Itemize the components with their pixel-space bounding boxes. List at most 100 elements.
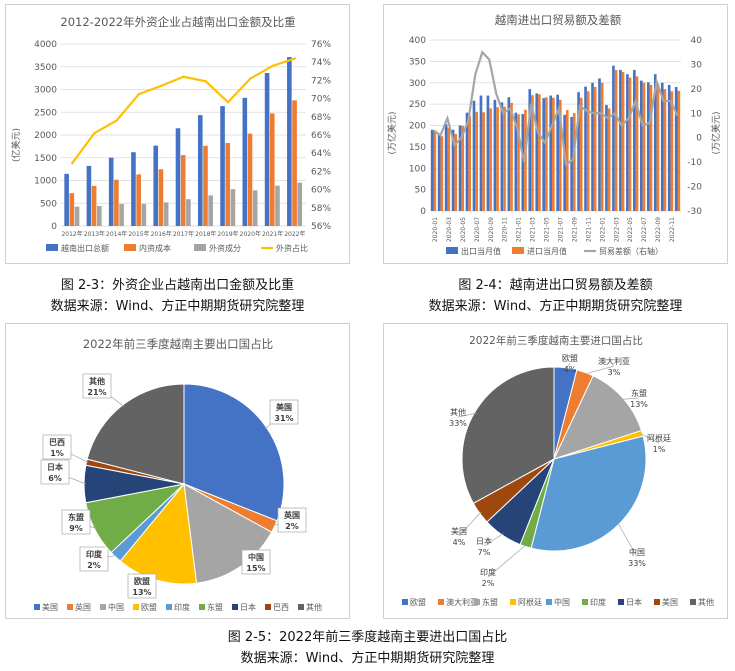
y2-tick-label: -10 xyxy=(687,158,702,168)
caption-source: 数据来源：Wind、方正中期期货研究院整理 xyxy=(240,651,495,666)
bar-内资成本 xyxy=(180,155,186,226)
x-tick-label: 2014年 xyxy=(106,230,127,238)
y-tick-label: 3500 xyxy=(34,63,57,73)
x-tick-label: 2018年 xyxy=(195,230,216,238)
label-box xyxy=(40,459,70,485)
bar-import xyxy=(510,102,513,211)
legend-label: 阿根廷 xyxy=(518,597,542,607)
legend-label: 美国 xyxy=(662,597,678,607)
bar-内资成本 xyxy=(225,142,231,226)
y2-tick-label: 30 xyxy=(691,60,703,70)
caption-source: 数据来源：Wind、方正中期期货研究院整理 xyxy=(50,299,305,314)
y-tick-label: 350 xyxy=(409,57,426,67)
bar-import xyxy=(614,69,618,211)
slice-label-name: 日本 xyxy=(47,462,63,472)
legend-swatch xyxy=(402,599,408,605)
bar-export xyxy=(535,93,539,211)
slice-label-name: 印度 xyxy=(86,549,103,559)
y-tick-label: 150 xyxy=(409,143,426,153)
slice-东盟 xyxy=(553,375,643,460)
bar-内资成本 xyxy=(91,185,97,226)
leader-line xyxy=(617,522,638,558)
y2-tick-label: 72% xyxy=(311,76,331,86)
x-tick-label: 2012年 xyxy=(61,230,82,238)
legend-label: 其他 xyxy=(698,597,714,607)
x-tick-label: 2020-07 xyxy=(474,217,481,242)
bar-外资成分 xyxy=(230,189,236,226)
bar-import xyxy=(628,77,632,212)
slice-label-value: 33% xyxy=(628,559,646,568)
bar-外资成分 xyxy=(74,206,80,226)
slice-label-value: 2% xyxy=(482,579,495,588)
bar-import xyxy=(531,95,534,211)
legend-label: 东盟 xyxy=(207,602,223,612)
y-tick-label: 0 xyxy=(51,222,57,232)
bar-export xyxy=(549,95,553,211)
bar-import xyxy=(565,110,569,211)
slice-label-name: 其他 xyxy=(89,376,105,386)
slice-label-value: 15% xyxy=(246,564,265,573)
bar-export xyxy=(660,82,664,211)
slice-label-name: 中国 xyxy=(629,547,645,557)
x-tick-label: 2016年 xyxy=(151,230,172,238)
label-box xyxy=(42,434,72,460)
bar-export xyxy=(451,129,455,211)
bar-export xyxy=(570,116,573,211)
x-tick-label: 2021-07 xyxy=(557,217,564,242)
legend-swatch xyxy=(582,599,588,605)
slice-label-value: 1% xyxy=(653,445,666,454)
bar-import xyxy=(552,97,555,211)
bar-import xyxy=(468,116,471,211)
bar-import xyxy=(433,130,437,211)
legend-swatch xyxy=(232,604,238,610)
y-axis-label: (万亿美元) xyxy=(386,111,398,154)
label-box xyxy=(61,509,91,535)
bar-越南出口总额 xyxy=(197,115,203,226)
slice-label-name: 东盟 xyxy=(631,388,647,398)
chart-title: 2022年前三季度越南主要进口国占比 xyxy=(469,334,643,347)
slice-label-name: 印度 xyxy=(480,567,496,577)
legend-swatch xyxy=(133,604,139,610)
leader-line xyxy=(565,362,571,370)
slice-label-name: 欧盟 xyxy=(134,576,150,586)
slice-label-value: 21% xyxy=(87,388,106,397)
x-tick-label: 2013年 xyxy=(84,230,105,238)
x-tick-label: 2022年 xyxy=(284,230,305,238)
bar-import xyxy=(461,125,465,211)
slice-label-value: 3% xyxy=(608,368,621,377)
point-外资占比 xyxy=(70,162,74,165)
bar-export xyxy=(472,100,476,211)
leader-line xyxy=(458,511,482,537)
x-tick-label: 2021-05 xyxy=(544,217,551,242)
bar-外资成分 xyxy=(163,202,169,226)
y-tick-label: 200 xyxy=(409,122,426,132)
bar-export xyxy=(542,98,546,211)
y-axis-label: (亿美元) xyxy=(10,128,22,162)
point-外资占比 xyxy=(293,57,297,60)
bar-export xyxy=(577,92,580,211)
bar-import xyxy=(475,111,478,211)
legend-label: 中国 xyxy=(108,602,124,612)
legend-label: 外资成分 xyxy=(209,243,241,253)
bar-越南出口总额 xyxy=(108,157,114,226)
bar-export xyxy=(465,112,469,211)
slice-label-name: 美国 xyxy=(451,526,467,536)
label-box xyxy=(79,546,109,572)
bar-export xyxy=(605,104,608,211)
bar-import xyxy=(586,91,590,211)
bar-import xyxy=(496,107,499,211)
caption-title: 图 2-5：2022年前三季度越南主要进出口国占比 xyxy=(227,630,508,645)
legend-swatch xyxy=(474,599,480,605)
bar-外资成分 xyxy=(297,182,303,226)
bar-内资成本 xyxy=(69,193,75,226)
line-外资占比 xyxy=(71,57,296,164)
legend-swatch xyxy=(546,599,552,605)
slice-label-value: 4% xyxy=(564,365,577,374)
export-share-svg: 2012-2022年外资企业占越南出口金额及比重 (亿美元) 0 500 1000 1… xyxy=(10,15,331,253)
bar-内资成本 xyxy=(136,174,141,226)
y2-tick-label: 40 xyxy=(691,36,703,46)
x-tick-label: 2020-05 xyxy=(460,217,467,242)
y2-tick-label: 60% xyxy=(311,186,331,196)
legend-swatch xyxy=(690,599,696,605)
legend-swatch xyxy=(194,244,206,251)
